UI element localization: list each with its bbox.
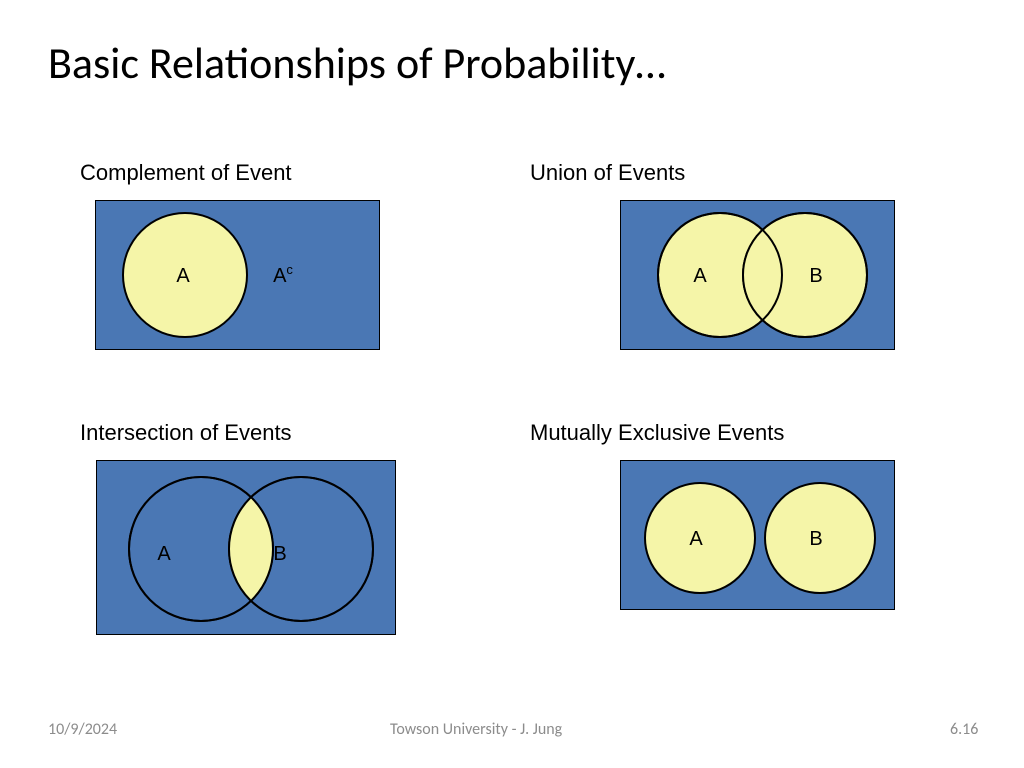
caption-intersection: Intersection of Events [80,420,292,446]
svg-text:A: A [689,528,703,550]
svg-text:A: A [157,543,171,565]
caption-union: Union of Events [530,160,685,186]
footer-page: 6.16 [950,720,978,739]
svg-text:B: B [273,543,286,565]
svg-text:A: A [693,265,707,287]
venn-mutually-exclusive: AB [620,460,895,610]
page-title: Basic Relationships of Probability… [48,36,666,90]
venn-complement: AAc [95,200,380,350]
caption-mutually-exclusive: Mutually Exclusive Events [530,420,784,446]
footer-center: Towson University - J. Jung [390,720,562,739]
venn-intersection: AB [96,460,396,635]
slide: Basic Relationships of Probability… Comp… [0,0,1024,768]
venn-union: AB [620,200,895,350]
caption-complement: Complement of Event [80,160,292,186]
footer-date: 10/9/2024 [48,720,117,739]
svg-text:B: B [809,528,822,550]
svg-text:A: A [176,265,190,287]
svg-text:B: B [809,265,822,287]
